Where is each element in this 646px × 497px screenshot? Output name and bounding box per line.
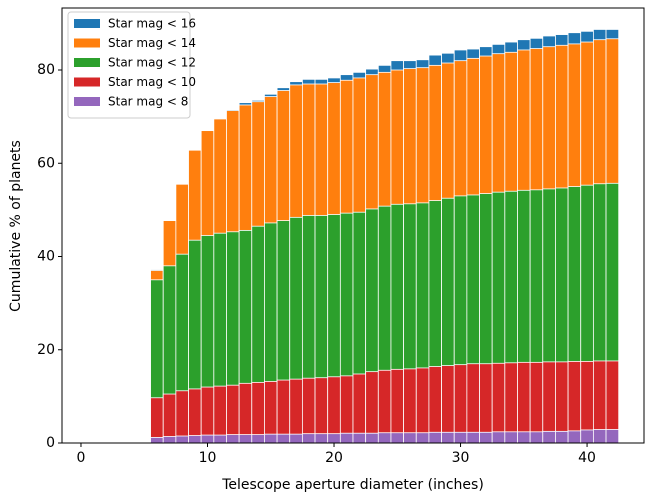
legend-label: Star mag < 8 [108, 95, 188, 109]
bar [213, 385, 227, 444]
bar [213, 434, 227, 444]
bar [479, 431, 493, 444]
bar [441, 365, 455, 444]
bar [175, 435, 189, 444]
bar [301, 433, 316, 444]
bar [365, 371, 379, 444]
bar [466, 431, 480, 444]
bar [238, 382, 253, 444]
bar [327, 433, 341, 444]
bar [453, 364, 468, 444]
bar [555, 430, 569, 444]
x-axis-label: Telescope aperture diameter (inches) [221, 477, 484, 493]
bar [491, 431, 506, 444]
bar [238, 434, 253, 444]
bar [415, 432, 430, 444]
legend-label: Star mag < 14 [108, 36, 196, 50]
bar [162, 393, 177, 444]
bar [390, 432, 405, 444]
bar [175, 390, 189, 444]
y-tick-label: 0 [46, 435, 55, 451]
x-tick-label: 40 [578, 450, 596, 466]
x-tick-label: 0 [77, 450, 86, 466]
x-tick-label: 10 [199, 450, 217, 466]
bar [276, 379, 291, 444]
bar [188, 435, 202, 444]
legend-swatch [74, 38, 100, 48]
bar [200, 434, 215, 444]
bar [567, 430, 582, 444]
bar [441, 431, 455, 444]
bar [251, 434, 265, 444]
bar [542, 361, 556, 444]
x-tick-label: 20 [325, 450, 343, 466]
legend-label: Star mag < 10 [108, 75, 196, 89]
bar [504, 362, 518, 444]
bar [162, 436, 177, 444]
bar [339, 432, 354, 444]
bar [352, 432, 367, 444]
legend-label: Star mag < 12 [108, 56, 196, 70]
bar [517, 431, 531, 444]
bar [264, 433, 278, 444]
bar [377, 369, 392, 444]
bar [352, 373, 367, 444]
x-tick-label: 30 [452, 450, 470, 466]
bar [276, 433, 291, 444]
bar [517, 361, 531, 444]
bar [453, 431, 468, 444]
bar [289, 378, 303, 444]
bar [415, 367, 430, 444]
legend: Star mag < 16 Star mag < 14 Star mag < 12 S… [67, 11, 196, 119]
bar [314, 433, 329, 444]
bar [580, 429, 594, 444]
plot-frame [61, 7, 645, 444]
bar [226, 434, 240, 444]
legend-swatch [74, 58, 100, 67]
legend-swatch [74, 19, 100, 28]
bar [428, 431, 442, 444]
bar [592, 429, 607, 444]
y-tick-label: 40 [37, 249, 55, 265]
bar [403, 368, 417, 444]
bar [529, 361, 544, 444]
bar [529, 431, 544, 444]
y-tick-label: 60 [37, 155, 55, 171]
bar [200, 386, 215, 444]
legend-swatch [74, 97, 100, 106]
bar [377, 432, 392, 444]
bar [390, 368, 405, 444]
bar [150, 397, 164, 444]
bar [479, 363, 493, 444]
bar [542, 430, 556, 444]
y-axis-label: Cumulative % of planets [8, 140, 24, 312]
bar [504, 431, 518, 444]
bar [251, 381, 265, 444]
y-tick-label: 20 [37, 342, 55, 358]
bar [150, 437, 164, 444]
y-tick-label: 80 [37, 62, 55, 78]
legend-swatch [74, 77, 100, 87]
legend-label: Star mag < 16 [108, 17, 196, 31]
bar [365, 432, 379, 444]
bar [428, 366, 442, 444]
bar [605, 429, 620, 444]
bar [403, 432, 417, 444]
bar [289, 433, 303, 444]
bar [466, 363, 480, 444]
bar [314, 377, 329, 444]
bar [188, 388, 202, 444]
bar [327, 376, 341, 444]
bar [491, 362, 506, 444]
bar [555, 361, 569, 444]
